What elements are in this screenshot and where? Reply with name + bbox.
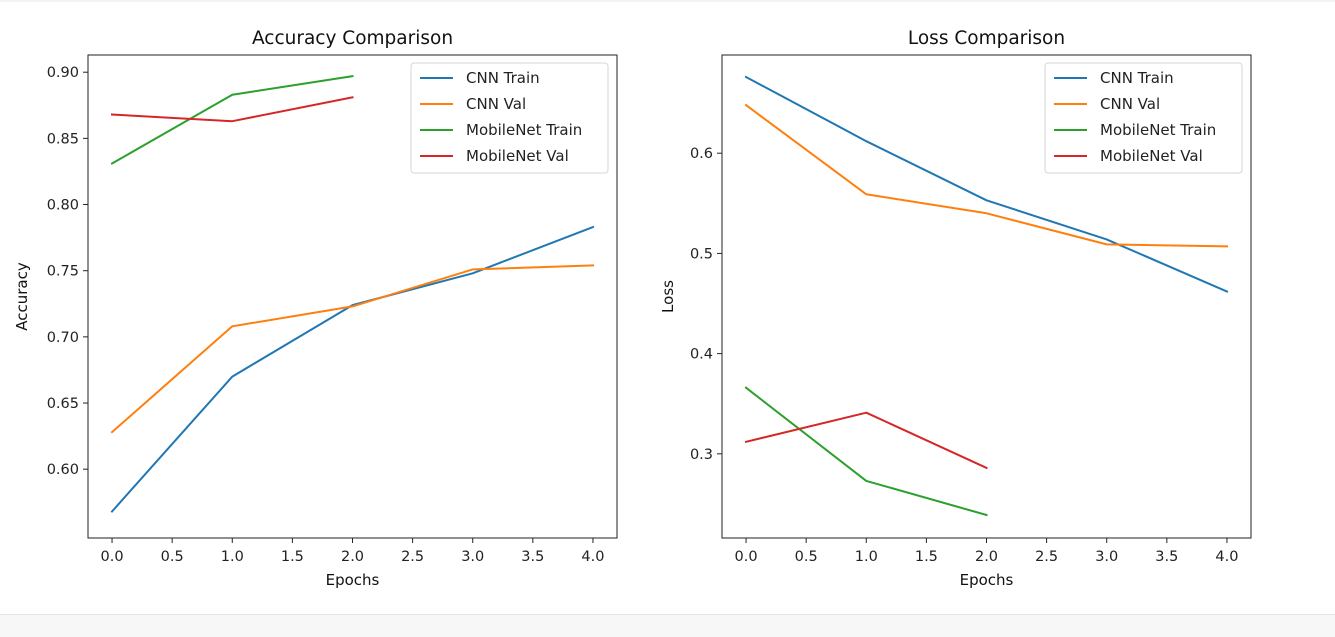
loss-chart-title: Loss Comparison	[908, 28, 1065, 49]
accuracy-y-tick-label: 0.80	[47, 198, 79, 214]
accuracy-x-tick-label: 3.0	[461, 549, 484, 565]
accuracy-y-tick-label: 0.75	[47, 264, 79, 280]
loss-x-tick-label: 0.0	[735, 549, 758, 565]
accuracy-legend-label-cnn-train: CNN Train	[466, 69, 540, 87]
loss-x-tick-label: 2.5	[1035, 549, 1058, 565]
accuracy-legend-label-mobilenet-val: MobileNet Val	[466, 147, 569, 165]
loss-legend-label-cnn-val: CNN Val	[1100, 95, 1160, 113]
accuracy-chart: Accuracy Comparison 0.0 0.5 1.0 1.5 2.0 2.5 3.0…	[13, 28, 618, 589]
loss-series-line-mobilenet-train	[744, 386, 988, 517]
accuracy-y-tick-label: 0.60	[47, 462, 79, 478]
accuracy-series-line-cnn-val	[110, 264, 595, 434]
accuracy-y-tick-label: 0.70	[47, 330, 79, 346]
accuracy-x-tick-label: 1.0	[221, 549, 244, 565]
accuracy-x-axis-label: Epochs	[326, 571, 380, 589]
accuracy-y-tick-label: 0.90	[47, 65, 79, 81]
loss-x-tick-label: 3.5	[1155, 549, 1178, 565]
loss-y-tick-label: 0.3	[690, 447, 713, 463]
loss-x-tick-label: 2.0	[975, 549, 998, 565]
accuracy-y-tick-label: 0.85	[47, 131, 79, 147]
loss-y-tick-label: 0.5	[690, 246, 713, 262]
accuracy-x-tick-label: 2.5	[401, 549, 424, 565]
accuracy-series-line-cnn-train	[110, 225, 595, 513]
accuracy-legend-label-cnn-val: CNN Val	[466, 95, 526, 113]
accuracy-x-tick-label: 3.5	[521, 549, 544, 565]
loss-series-line-cnn-val	[744, 103, 1229, 248]
accuracy-legend-label-mobilenet-train: MobileNet Train	[466, 121, 582, 139]
accuracy-x-tick-label: 4.0	[581, 549, 604, 565]
loss-plot-frame	[721, 54, 1252, 539]
loss-chart: Loss Comparison 0.0 0.5 1.0 1.5 2.0 2.5 3.0 3.5 4…	[659, 28, 1252, 589]
accuracy-x-tick-label: 0.0	[101, 549, 124, 565]
loss-series-line-cnn-train	[744, 75, 1229, 293]
accuracy-y-tick-label: 0.65	[47, 396, 79, 412]
accuracy-series-line-mobilenet-val	[110, 96, 354, 123]
loss-x-tick-label: 1.0	[855, 549, 878, 565]
accuracy-y-axis-label: Accuracy	[13, 262, 31, 331]
loss-y-tick-label: 0.6	[690, 146, 713, 162]
loss-x-axis-label: Epochs	[960, 571, 1014, 589]
accuracy-x-tick-label: 2.0	[341, 549, 364, 565]
loss-x-tick-label: 4.0	[1215, 549, 1238, 565]
bottom-divider	[0, 614, 1335, 637]
accuracy-series-line-mobilenet-train	[110, 75, 354, 165]
accuracy-plot-frame	[87, 54, 618, 539]
loss-y-tick-label: 0.4	[690, 347, 713, 363]
loss-legend-label-mobilenet-val: MobileNet Val	[1100, 147, 1203, 165]
loss-legend-label-mobilenet-train: MobileNet Train	[1100, 121, 1216, 139]
loss-x-tick-label: 0.5	[795, 549, 818, 565]
loss-series-line-mobilenet-val	[744, 411, 988, 470]
loss-legend-box	[1044, 62, 1243, 174]
accuracy-x-tick-label: 0.5	[161, 549, 184, 565]
accuracy-legend: CNN Train CNN Val MobileNet Train MobileNet…	[410, 62, 609, 174]
loss-y-axis-label: Loss	[659, 280, 677, 313]
top-divider	[0, 0, 1335, 2]
loss-x-tick-label: 1.5	[915, 549, 938, 565]
accuracy-legend-box	[410, 62, 609, 174]
loss-legend: CNN Train CNN Val MobileNet Train MobileNet…	[1044, 62, 1243, 174]
loss-legend-label-cnn-train: CNN Train	[1100, 69, 1174, 87]
loss-x-tick-label: 3.0	[1095, 549, 1118, 565]
accuracy-chart-title: Accuracy Comparison	[252, 28, 453, 49]
accuracy-x-tick-label: 1.5	[281, 549, 304, 565]
